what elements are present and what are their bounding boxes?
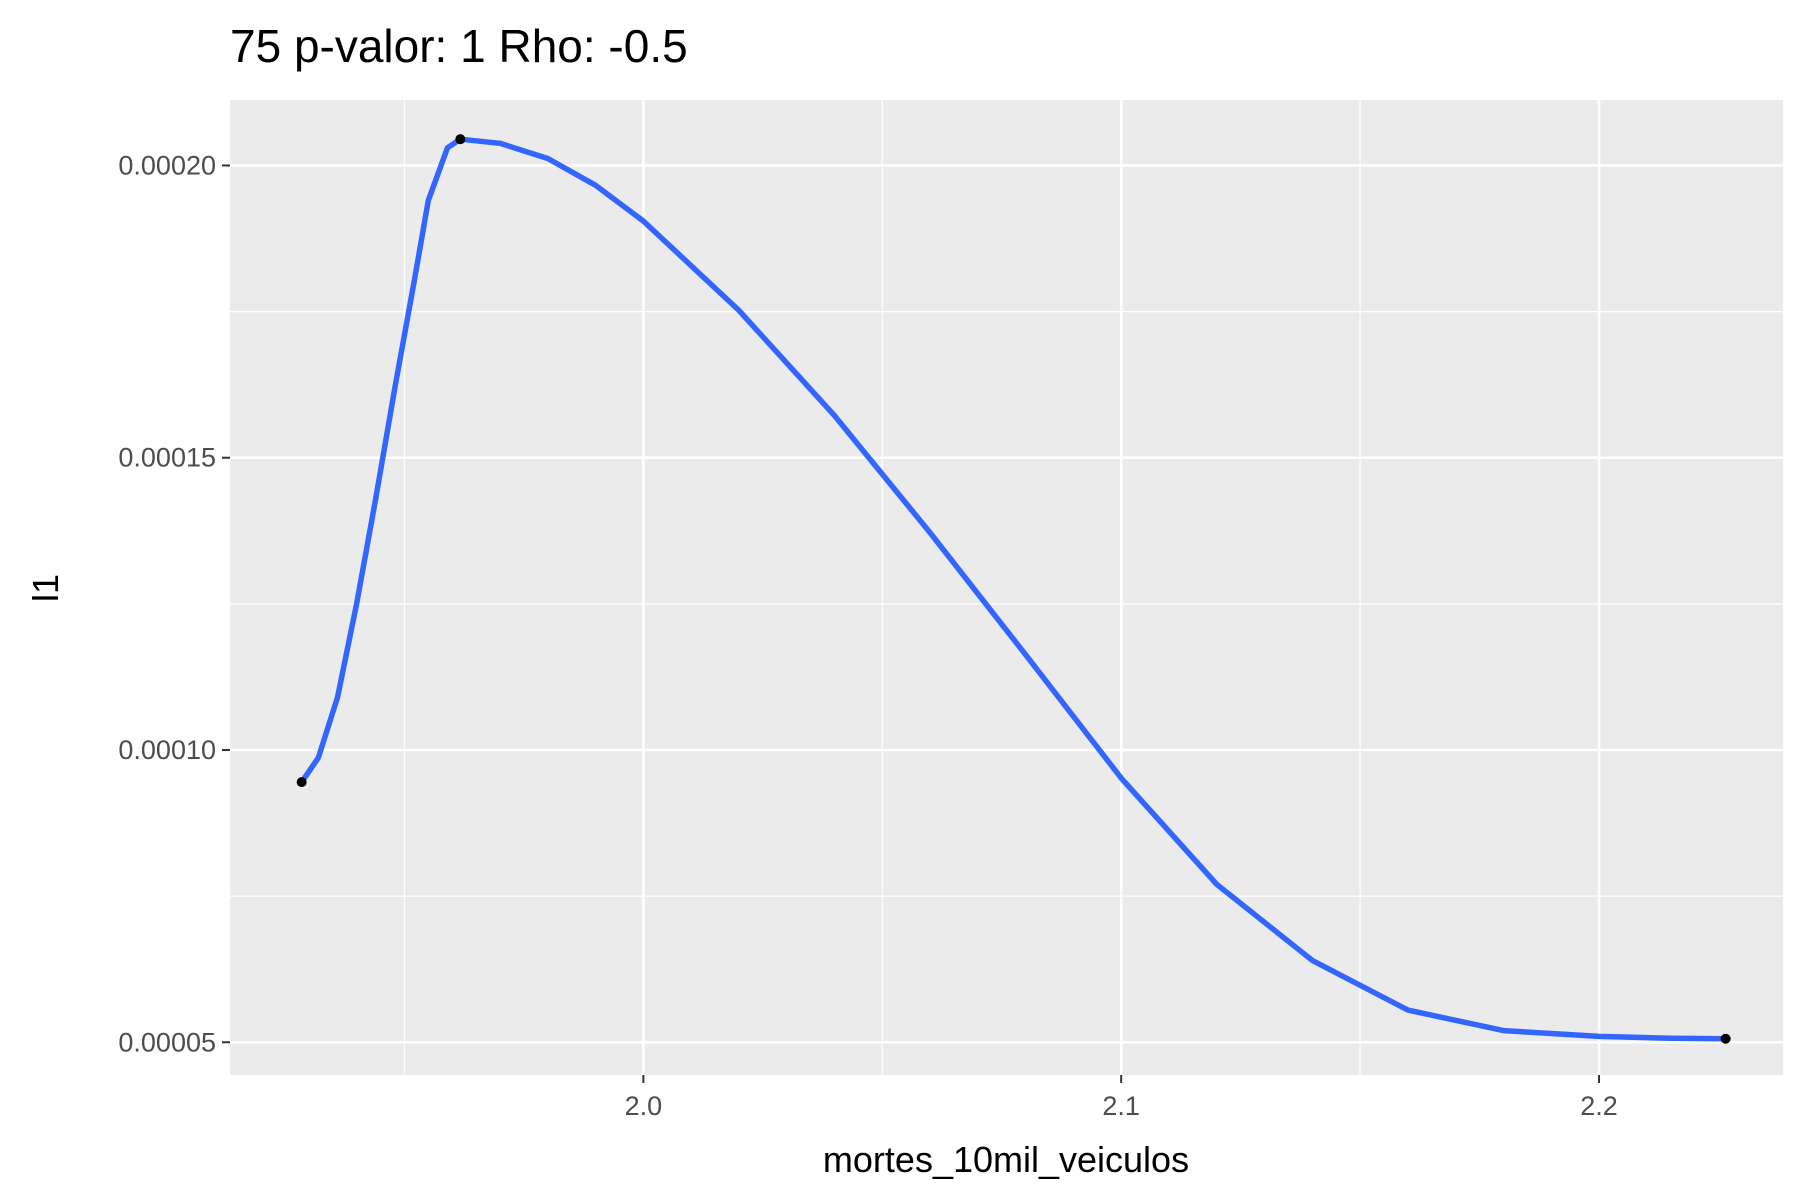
points-layer [296,134,1731,1044]
x-tick-label: 2.2 [1580,1091,1618,1121]
y-tick-label: 0.00015 [118,443,216,473]
x-axis: 2.0 2.1 2.2 [625,1075,1618,1121]
x-tick-label: 2.0 [625,1091,663,1121]
plot-panel [230,100,1783,1075]
chart-title: 75 p-valor: 1 Rho: -0.5 [230,20,688,72]
major-grid [230,100,1783,1075]
data-point [296,777,307,788]
y-tick-label: 0.00010 [118,735,216,765]
series-layer [298,136,1729,1042]
minor-grid [230,100,1783,1075]
x-tick-label: 2.1 [1102,1091,1140,1121]
data-point [455,134,466,145]
smooth-line [298,136,1729,1042]
y-tick-label: 0.00005 [118,1027,216,1057]
y-tick-label: 0.00020 [118,150,216,180]
y-axis-title: l1 [25,574,66,602]
y-axis: 0.00005 0.00010 0.00015 0.00020 [118,150,230,1057]
data-point [1720,1033,1731,1044]
x-axis-title: mortes_10mil_veiculos [823,1139,1189,1180]
